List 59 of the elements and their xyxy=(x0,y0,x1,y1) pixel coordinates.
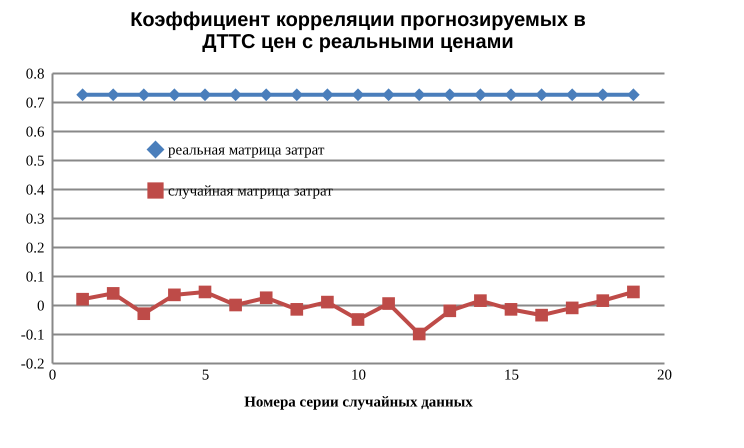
text: ДТТС цен с реальными ценами xyxy=(202,31,514,53)
point xyxy=(229,298,242,312)
point xyxy=(382,88,395,102)
y-tick-label: 0.6 xyxy=(26,124,45,140)
point xyxy=(229,88,242,102)
y-tick-label: 0.3 xyxy=(26,212,44,228)
x-tick-label: 20 xyxy=(657,368,672,384)
point xyxy=(168,88,181,102)
y-tick-label: 0.2 xyxy=(26,240,44,256)
x-tick-label: 0 xyxy=(48,368,56,384)
point xyxy=(198,286,212,298)
y-tick-label: -0.1 xyxy=(20,328,44,344)
y-tick-label: 0.1 xyxy=(26,270,44,286)
point xyxy=(260,291,273,304)
point xyxy=(412,328,426,340)
point xyxy=(321,88,334,102)
point xyxy=(627,286,640,298)
legend-label: реальная матрица затрат xyxy=(168,142,325,158)
point xyxy=(566,88,579,102)
point xyxy=(474,88,487,102)
point xyxy=(443,88,456,102)
y-tick-label: 0.5 xyxy=(26,154,44,170)
point xyxy=(137,88,150,102)
point xyxy=(106,88,120,102)
point xyxy=(443,304,456,318)
point xyxy=(352,88,364,102)
x-axis-title: Номера серии случайных данных xyxy=(244,394,474,410)
text: Коэффициент корреляции прогнозируемых в xyxy=(130,9,586,31)
point xyxy=(627,88,640,102)
point xyxy=(474,294,487,307)
y-tick-label: 0.8 xyxy=(26,66,44,82)
point xyxy=(382,297,395,310)
point xyxy=(76,292,89,306)
point xyxy=(321,296,334,308)
y-tick-label: -0.2 xyxy=(20,356,44,372)
point xyxy=(504,88,518,102)
point xyxy=(566,302,579,314)
point xyxy=(106,287,120,300)
point xyxy=(596,88,610,102)
y-tick-label: 0 xyxy=(37,298,44,314)
point xyxy=(168,288,181,302)
point xyxy=(198,88,212,102)
point xyxy=(260,88,273,102)
y-tick-label: 0.4 xyxy=(26,182,45,198)
x-tick-label: 15 xyxy=(504,368,519,384)
point xyxy=(137,307,150,320)
point xyxy=(352,313,364,326)
x-tick-label: 5 xyxy=(202,368,210,384)
point xyxy=(76,88,89,102)
point xyxy=(535,88,548,102)
x-tick-label: 10 xyxy=(351,368,366,384)
point xyxy=(596,294,610,307)
legend-label: случайная матрица затрат xyxy=(168,184,334,200)
point xyxy=(504,303,518,316)
point xyxy=(290,88,304,102)
y-tick-label: 0.7 xyxy=(26,96,45,112)
point xyxy=(290,303,304,316)
point xyxy=(412,88,426,102)
point xyxy=(535,308,548,322)
